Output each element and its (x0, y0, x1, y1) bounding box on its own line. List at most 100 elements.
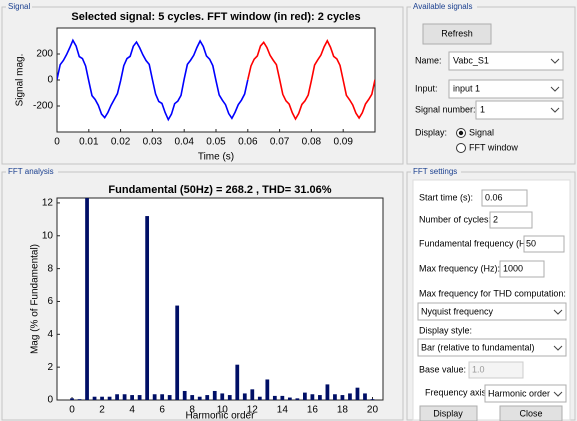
radio-fft-window[interactable] (456, 143, 466, 153)
field-label: Display: (415, 127, 447, 137)
field-value: 2 (493, 214, 498, 224)
radio-label: FFT window (469, 142, 518, 152)
bar (280, 395, 285, 400)
bar (92, 396, 97, 400)
field-label: Input: (415, 83, 438, 93)
bar (145, 216, 150, 400)
bar (160, 394, 165, 400)
bar (137, 395, 142, 400)
thd-select[interactable] (417, 302, 567, 321)
name-select[interactable] (448, 51, 564, 71)
bar (348, 393, 352, 400)
field-label: Number of cycles: (419, 214, 491, 224)
x-tick-label: 6 (159, 405, 165, 416)
base-value-input (468, 361, 524, 379)
field-label: Display style: (419, 325, 472, 335)
x-axis-label: Time (s) (198, 152, 234, 163)
display-style-select[interactable] (417, 338, 567, 357)
bar (265, 379, 270, 400)
x-tick-label: 0.05 (206, 137, 226, 148)
bar (122, 394, 127, 400)
panel-title: FFT analysis (8, 167, 54, 176)
plot-area (56, 197, 384, 401)
bar (205, 395, 210, 400)
fundamental-input[interactable] (523, 235, 565, 253)
bar (70, 398, 74, 400)
max-freq-input[interactable] (499, 260, 545, 278)
bar (370, 399, 375, 400)
bar (235, 364, 240, 400)
x-tick-label: 0.04 (174, 137, 194, 148)
select-value: 1 (480, 104, 485, 114)
y-tick-label: 6 (47, 296, 53, 307)
y-tick-label: 4 (47, 329, 53, 340)
panel-title: Signal (8, 2, 30, 11)
bar (107, 396, 112, 400)
refresh-button[interactable] (422, 23, 492, 45)
bar (85, 198, 89, 400)
select-value: Harmonic order (488, 388, 550, 398)
x-tick-label: 0.06 (238, 137, 258, 148)
display-button[interactable] (419, 405, 478, 421)
bar (363, 393, 367, 400)
y-tick-label: -200 (33, 101, 53, 112)
field-label: Frequency axis: (425, 387, 489, 397)
field-label: Max frequency for THD computation: (419, 288, 566, 298)
x-tick-label: 0.09 (333, 137, 353, 148)
x-tick-label: 0.03 (143, 137, 163, 148)
freq-axis-select[interactable] (484, 384, 567, 403)
field-value: 0.06 (485, 192, 503, 202)
close-button[interactable] (499, 405, 563, 421)
bar (355, 387, 360, 400)
chart-title: Fundamental (50Hz) = 268.2 , THD= 31.06% (108, 184, 331, 196)
y-tick-label: 0 (47, 395, 53, 406)
chart-title: Selected signal: 5 cycles. FFT window (i… (71, 11, 360, 23)
bar (287, 397, 292, 400)
y-tick-label: 0 (47, 75, 53, 86)
bar (100, 396, 104, 400)
select-value: Vabc_S1 (453, 55, 489, 65)
x-tick-label: 14 (277, 405, 289, 416)
y-tick-label: 10 (42, 230, 54, 241)
x-tick-label: 0 (54, 137, 60, 148)
bar (325, 384, 330, 400)
y-tick-label: 8 (47, 263, 53, 274)
bar (257, 396, 262, 400)
signal-line (57, 38, 249, 122)
y-axis-label: Signal mag. (15, 54, 26, 107)
field-label: Max frequency (Hz): (419, 263, 500, 273)
x-tick-label: 0.01 (79, 137, 99, 148)
bar (340, 395, 345, 400)
button-label: Display (433, 408, 463, 418)
x-tick-label: 8 (189, 405, 195, 416)
field-label: Signal number: (415, 104, 476, 114)
bar (77, 399, 82, 400)
field-value: 50 (526, 238, 536, 248)
x-tick-label: 16 (307, 405, 319, 416)
plot-marks (70, 198, 375, 400)
bar (272, 395, 277, 400)
plot-marks (57, 38, 375, 122)
x-tick-label: 10 (217, 405, 229, 416)
x-tick-label: 0 (69, 405, 75, 416)
bar (310, 394, 315, 400)
signal-number-select[interactable] (475, 100, 564, 120)
x-tick-label: 0.02 (111, 137, 131, 148)
start-time-input[interactable] (481, 189, 528, 207)
bar (303, 392, 307, 400)
x-tick-label: 18 (337, 405, 349, 416)
y-tick-label: 2 (47, 362, 53, 373)
bar (212, 390, 217, 400)
y-tick-label: 200 (36, 49, 53, 60)
x-tick-label: 12 (247, 405, 259, 416)
input-select[interactable] (448, 79, 564, 99)
button-label: Refresh (441, 28, 473, 38)
select-value: Bar (relative to fundamental) (421, 342, 535, 352)
bar (242, 393, 247, 400)
cycles-input[interactable] (489, 211, 533, 229)
available-signals-panel (406, 6, 576, 165)
x-tick-label: 4 (129, 405, 135, 416)
button-label: Close (519, 408, 542, 418)
fft-panel (1, 171, 404, 421)
